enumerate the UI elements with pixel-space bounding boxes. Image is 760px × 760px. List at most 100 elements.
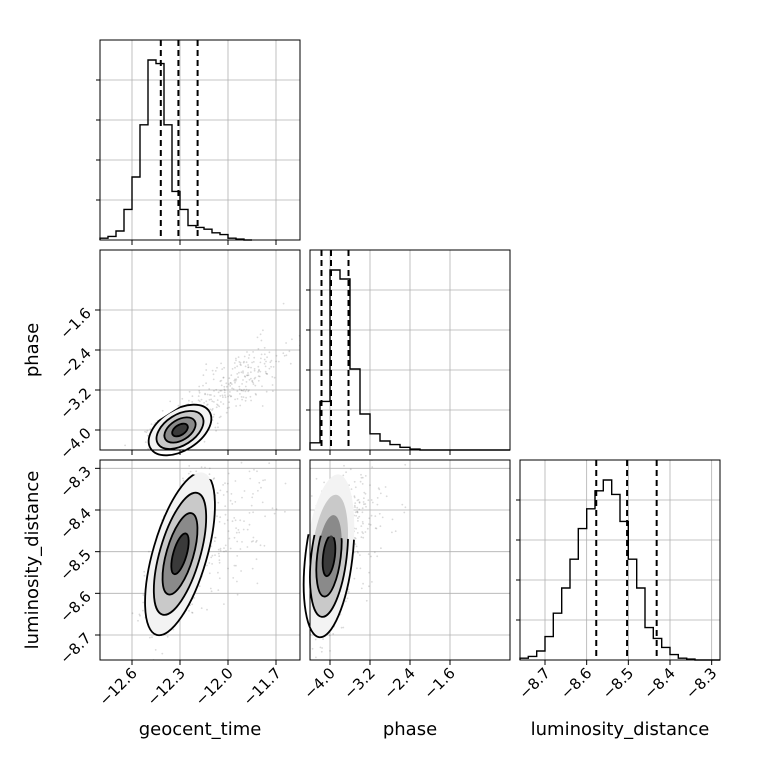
sample-point bbox=[227, 530, 230, 532]
sample-point bbox=[244, 365, 247, 368]
sample-point bbox=[235, 359, 237, 362]
sample-point bbox=[347, 591, 350, 593]
sample-point bbox=[211, 409, 213, 412]
histogram-layer bbox=[99, 40, 720, 661]
sample-point bbox=[240, 570, 243, 572]
sample-point bbox=[213, 395, 216, 397]
sample-point bbox=[241, 496, 243, 499]
sample-point bbox=[204, 392, 207, 395]
sample-point bbox=[356, 510, 359, 513]
sample-point bbox=[188, 399, 190, 402]
sample-point bbox=[263, 362, 266, 365]
sample-point bbox=[240, 389, 243, 392]
sample-point bbox=[240, 389, 243, 391]
sample-point bbox=[264, 365, 267, 368]
sample-point bbox=[303, 611, 305, 613]
sample-point bbox=[255, 539, 258, 542]
sample-point bbox=[261, 385, 263, 388]
sample-point bbox=[354, 506, 356, 509]
sample-point bbox=[353, 577, 356, 580]
sample-point bbox=[224, 394, 226, 397]
sample-point bbox=[210, 556, 213, 559]
sample-point bbox=[206, 403, 209, 406]
sample-point bbox=[241, 383, 244, 385]
sample-point bbox=[357, 520, 359, 522]
sample-point bbox=[404, 506, 407, 509]
sample-point bbox=[205, 400, 208, 403]
sample-point bbox=[368, 523, 370, 525]
sample-point bbox=[165, 452, 167, 454]
sample-point bbox=[360, 525, 363, 527]
sample-point bbox=[306, 519, 308, 521]
sample-point bbox=[227, 472, 230, 475]
sample-point bbox=[364, 503, 367, 505]
sample-point bbox=[289, 362, 292, 365]
sample-point bbox=[229, 391, 231, 393]
sample-point bbox=[198, 585, 201, 588]
sample-point bbox=[243, 360, 245, 363]
sample-point bbox=[247, 374, 250, 377]
sample-point bbox=[371, 581, 373, 583]
sample-point bbox=[315, 656, 317, 659]
sample-point bbox=[377, 487, 380, 489]
sample-point bbox=[255, 541, 257, 543]
sample-point bbox=[379, 525, 382, 528]
sample-point bbox=[205, 369, 208, 371]
sample-point bbox=[243, 375, 246, 378]
sample-point bbox=[223, 547, 225, 549]
sample-point bbox=[198, 391, 201, 394]
sample-point bbox=[239, 393, 241, 395]
sample-point bbox=[328, 634, 331, 637]
sample-point bbox=[306, 564, 308, 566]
sample-point bbox=[213, 413, 216, 416]
sample-point bbox=[251, 361, 254, 364]
sample-point bbox=[240, 396, 243, 398]
sample-point bbox=[170, 451, 172, 453]
sample-point bbox=[216, 366, 218, 369]
sample-point bbox=[228, 401, 231, 404]
sample-point bbox=[347, 588, 350, 591]
sample-point bbox=[214, 536, 216, 539]
sample-point bbox=[258, 375, 261, 378]
sample-point bbox=[191, 395, 194, 398]
sample-point bbox=[245, 388, 248, 391]
sample-point bbox=[284, 510, 286, 513]
sample-point bbox=[271, 376, 274, 378]
sample-point bbox=[356, 550, 359, 553]
sample-point bbox=[256, 470, 258, 473]
x-tick-label: −1.6 bbox=[420, 664, 458, 702]
sample-point bbox=[268, 351, 271, 354]
sample-point bbox=[243, 388, 246, 391]
sample-point bbox=[151, 458, 153, 460]
sample-point bbox=[219, 380, 222, 383]
sample-point bbox=[247, 357, 250, 359]
sample-point bbox=[245, 381, 248, 383]
sample-point bbox=[311, 647, 314, 650]
y-axis-label-phase: phase bbox=[22, 323, 43, 377]
x-tick-label: −3.2 bbox=[340, 664, 378, 702]
sample-point bbox=[394, 530, 397, 533]
sample-point bbox=[219, 415, 222, 418]
sample-point bbox=[203, 402, 206, 404]
sample-point bbox=[258, 369, 260, 372]
sample-point bbox=[239, 363, 242, 366]
sample-point bbox=[131, 612, 134, 615]
sample-point bbox=[359, 554, 361, 556]
sample-point bbox=[403, 511, 406, 514]
sample-point bbox=[231, 368, 234, 370]
sample-point bbox=[246, 374, 248, 377]
sample-point bbox=[229, 382, 232, 384]
sample-point bbox=[242, 361, 245, 364]
sample-point bbox=[371, 501, 374, 504]
sample-point bbox=[367, 553, 370, 555]
sample-point bbox=[314, 638, 317, 641]
sample-point bbox=[233, 379, 236, 382]
sample-point bbox=[380, 547, 382, 550]
sample-point bbox=[246, 351, 248, 353]
sample-point bbox=[208, 388, 211, 390]
sample-point bbox=[260, 339, 263, 342]
sample-point bbox=[321, 647, 323, 649]
sample-point bbox=[251, 496, 254, 499]
sample-point bbox=[146, 434, 149, 437]
sample-point bbox=[282, 302, 285, 305]
